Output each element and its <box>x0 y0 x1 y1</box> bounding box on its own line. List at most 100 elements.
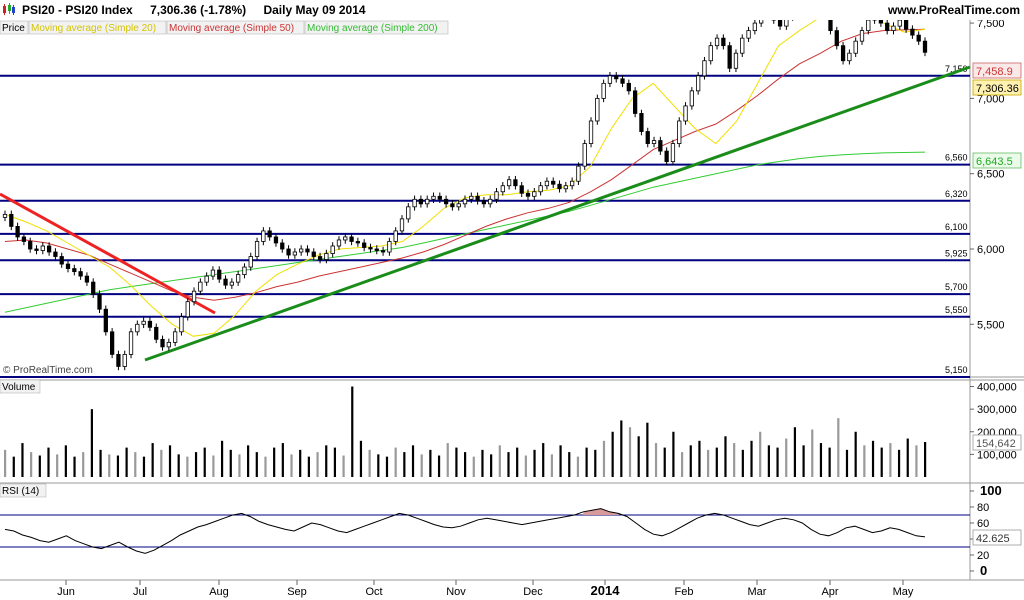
candle-body <box>103 308 108 333</box>
candle-body <box>828 20 833 32</box>
volume-bar <box>307 456 310 477</box>
candle-body <box>311 251 316 257</box>
volume-bar <box>811 429 814 477</box>
candle-body <box>702 60 707 77</box>
candle-body <box>65 263 71 269</box>
volume-tick-label: 100,000 <box>977 449 1017 461</box>
time-tick-label: Oct <box>365 586 382 598</box>
candle-body <box>670 143 676 163</box>
candle-body <box>109 331 115 355</box>
downtrend-line <box>0 192 216 315</box>
volume-bar <box>646 422 649 477</box>
candle-body <box>229 281 234 286</box>
candle-body <box>853 40 858 54</box>
volume-bar <box>550 454 553 477</box>
volume-bar <box>533 449 536 477</box>
candle-body <box>916 34 921 42</box>
volume-bar <box>333 447 337 477</box>
volume-bar <box>915 445 918 477</box>
candle-body <box>343 236 348 241</box>
candle-body <box>317 256 323 260</box>
candle-body <box>412 198 417 208</box>
volume-bar <box>90 409 93 477</box>
candle-body <box>330 245 335 254</box>
last-price-label: 7,306.36 <box>976 83 1019 95</box>
candle-body <box>708 45 713 62</box>
ma50-line <box>4 28 926 301</box>
volume-bar <box>247 445 250 477</box>
legend-ma50: Moving average (Simple 50) <box>169 23 294 34</box>
candle-body <box>431 195 436 200</box>
rsi-tick-label: 80 <box>977 502 989 514</box>
candle-body <box>777 20 783 27</box>
candle-body <box>425 198 430 205</box>
rsi-tick-label: 20 <box>977 550 989 562</box>
candle-body <box>532 191 537 197</box>
candle-body <box>191 290 197 303</box>
price-tick-label: 7,000 <box>977 93 1005 105</box>
candle-body <box>374 248 379 251</box>
rsi-polyline <box>4 508 926 554</box>
candle-body <box>588 120 594 144</box>
value-label-ma50: 7,458.9 <box>972 62 1022 79</box>
legend-ma200-box <box>304 20 449 35</box>
rsi-tick-label: 0 <box>980 563 987 578</box>
volume-bar <box>724 436 727 477</box>
volume-bar <box>654 443 658 477</box>
volume-bar <box>290 454 293 477</box>
level-label: 7,150 <box>945 64 968 74</box>
volume-bar <box>585 447 588 477</box>
candle-body <box>34 248 39 251</box>
candle-body <box>399 218 405 232</box>
candle-body <box>481 200 487 205</box>
volume-bar <box>889 443 892 477</box>
candle-body <box>714 37 720 47</box>
volume-bar <box>733 443 736 477</box>
volume-bar <box>481 449 484 477</box>
candle-body <box>210 269 216 277</box>
candle-body <box>633 90 638 114</box>
candle-body <box>513 179 518 187</box>
candle-body <box>406 206 411 220</box>
volume-bar <box>194 452 198 477</box>
candle-body <box>122 354 127 367</box>
chart-canvas[interactable]: Price Moving average (Simple 20) Moving … <box>0 20 1024 600</box>
candle-body <box>614 75 619 80</box>
volume-bar <box>880 447 883 477</box>
candle-body <box>752 22 757 32</box>
candle-body <box>696 75 701 92</box>
candle-body <box>305 248 310 253</box>
rsi-title-box <box>0 483 47 498</box>
volume-bar <box>663 447 666 477</box>
volume-bar <box>767 445 770 477</box>
legend-ma20-box <box>28 20 167 35</box>
volume-bar <box>828 447 831 477</box>
volume-bar <box>359 440 363 477</box>
volume-bar <box>576 456 580 477</box>
candle-body <box>551 180 556 185</box>
candle-body <box>557 183 562 190</box>
period-date: Daily May 09 2014 <box>263 3 366 17</box>
volume-bar <box>871 440 875 477</box>
candle-body <box>299 248 304 253</box>
candle-body <box>393 230 398 242</box>
candle-body <box>135 323 140 333</box>
volume-bar <box>377 454 380 477</box>
volume-bar <box>160 449 163 477</box>
candle-body <box>878 20 884 24</box>
candle-body <box>450 203 455 208</box>
candle-body <box>859 30 865 42</box>
volume-bar <box>220 440 224 477</box>
volume-bar <box>490 454 493 477</box>
candle-body <box>922 40 928 53</box>
candle-body <box>897 20 902 27</box>
candle-body <box>645 131 650 144</box>
candle-body <box>116 354 121 367</box>
volume-bar <box>82 452 85 477</box>
watermark: © ProRealTime.com <box>3 365 93 376</box>
volume-bar <box>264 456 267 477</box>
volume-bar <box>212 455 215 477</box>
chart-header: PSI20 - PSI20 Index 7,306.36 (-1.78%) Da… <box>0 0 1024 20</box>
volume-bar <box>403 452 406 477</box>
candle-body <box>582 143 587 167</box>
